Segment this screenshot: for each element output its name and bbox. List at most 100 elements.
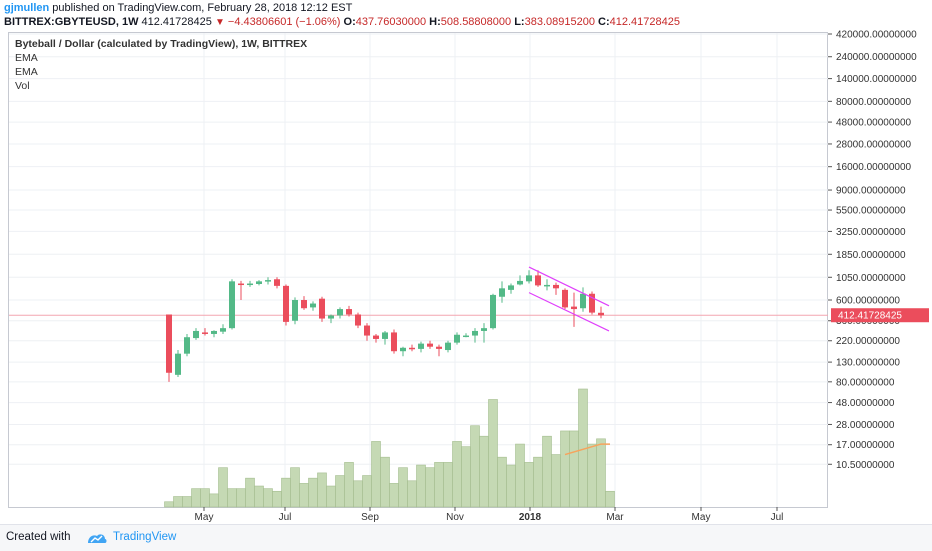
x-tick-label: Sep (361, 512, 379, 523)
volume-bar (227, 488, 237, 508)
candle-body (526, 275, 532, 282)
candle-body (472, 330, 478, 336)
candle-body (454, 334, 460, 343)
legend-volume[interactable]: Vol (15, 80, 30, 92)
volume-bar (326, 485, 336, 508)
volume-bar (596, 438, 606, 508)
y-tick-label: 1050.00000000 (836, 273, 906, 284)
volume-bar (380, 456, 390, 508)
candle-body (598, 312, 604, 316)
y-tick-label: 16000.00000000 (836, 162, 912, 173)
volume-bar (497, 456, 507, 508)
volume-bar (335, 475, 345, 508)
close-label: C: (598, 16, 610, 28)
volume-bar (191, 488, 201, 508)
candle-body (328, 315, 334, 319)
volume-bar (200, 488, 210, 508)
candle-body (427, 343, 433, 347)
chart-title: Byteball / Dollar (calculated by Trading… (15, 38, 308, 50)
volume-bar (524, 462, 534, 508)
chart-panel[interactable] (8, 32, 828, 508)
x-tick-label: 2018 (519, 512, 542, 523)
volume-bar (317, 472, 327, 508)
candle-body (274, 279, 280, 286)
volume-bar (389, 483, 399, 508)
x-tick-label: May (692, 512, 711, 523)
y-tick-label: 28.00000000 (836, 420, 895, 431)
volume-bar (218, 467, 228, 508)
volume-bar (479, 435, 489, 508)
candle-body (490, 294, 496, 329)
y-tick-label: 420000.00000000 (836, 30, 917, 41)
candle-body (517, 280, 523, 285)
price-chart[interactable]: 420000.00000000 240000.00000000 140000.000… (0, 0, 932, 524)
volume-bar (425, 467, 435, 508)
grid (9, 33, 828, 507)
volume-bar (299, 483, 309, 508)
publication-header: gjmullen published on TradingView.com, F… (4, 2, 352, 14)
candle-body (391, 332, 397, 352)
volume-bars (164, 388, 615, 508)
low-label: L: (514, 16, 525, 28)
y-tick-label: 1850.00000000 (836, 250, 906, 261)
volume-bar (182, 496, 192, 508)
published-text: published on TradingView.com, February 2… (52, 2, 353, 14)
candle-body (364, 325, 370, 336)
high-value: 508.58808000 (440, 16, 512, 28)
channel-lines (528, 266, 610, 332)
candle-body (571, 306, 577, 310)
author-link[interactable]: gjmullen (4, 2, 50, 14)
y-tick-label: 5500.00000000 (836, 206, 906, 217)
legend-ema-1[interactable]: EMA (15, 52, 38, 64)
candle-body (553, 284, 559, 289)
axes: 420000.00000000 240000.00000000 140000.000… (195, 30, 929, 523)
volume-bar (407, 480, 417, 508)
volume-bar (452, 441, 462, 508)
candle-body (292, 300, 298, 321)
candle-body (382, 332, 388, 339)
candle-body (184, 337, 190, 354)
volume-bar (281, 477, 291, 508)
last-price: 412.41728425 (141, 16, 212, 28)
x-tick-label: May (195, 512, 214, 523)
candle-body (355, 314, 361, 326)
volume-bar (434, 462, 444, 508)
volume-bar (569, 430, 579, 508)
candle-body (193, 330, 199, 339)
footer: Created with TradingView (0, 524, 932, 551)
volume-bar (560, 430, 570, 508)
volume-bar (416, 464, 426, 508)
candle-body (580, 293, 586, 309)
volume-bar (371, 441, 381, 508)
last-price-tag-label: 412.41728425 (838, 311, 902, 322)
y-tick-label: 140000.00000000 (836, 74, 917, 85)
y-tick-label: 240000.00000000 (836, 52, 917, 63)
volume-bar (263, 488, 273, 508)
volume-bar (443, 462, 453, 508)
tradingview-link[interactable]: TradingView (113, 531, 177, 543)
volume-bar (164, 501, 174, 508)
volume-bar (254, 485, 264, 508)
last-price-tag (831, 308, 929, 323)
y-tick-label: 28000.00000000 (836, 139, 912, 150)
candle-body (418, 343, 424, 349)
x-tick-label: Jul (279, 512, 292, 523)
legend-ema-2[interactable]: EMA (15, 66, 38, 78)
candle-body (400, 347, 406, 352)
volume-bar (587, 443, 597, 508)
volume-bar (551, 454, 561, 508)
close-value: 412.41728425 (609, 16, 680, 28)
candle-body (535, 275, 541, 286)
candle-body (436, 346, 442, 349)
y-tick-label: 220.00000000 (836, 336, 900, 347)
x-tick-label: Mar (606, 512, 624, 523)
y-tick-label: 80.00000000 (836, 377, 895, 388)
volume-bar (173, 496, 183, 508)
candle-body (346, 309, 352, 315)
y-tick-label: 17.00000000 (836, 440, 895, 451)
volume-bar (506, 464, 516, 508)
y-tick-label: 130.00000000 (836, 358, 900, 369)
created-with-text: Created with (6, 531, 71, 543)
candles (166, 270, 604, 382)
y-tick-label: 9000.00000000 (836, 186, 906, 197)
